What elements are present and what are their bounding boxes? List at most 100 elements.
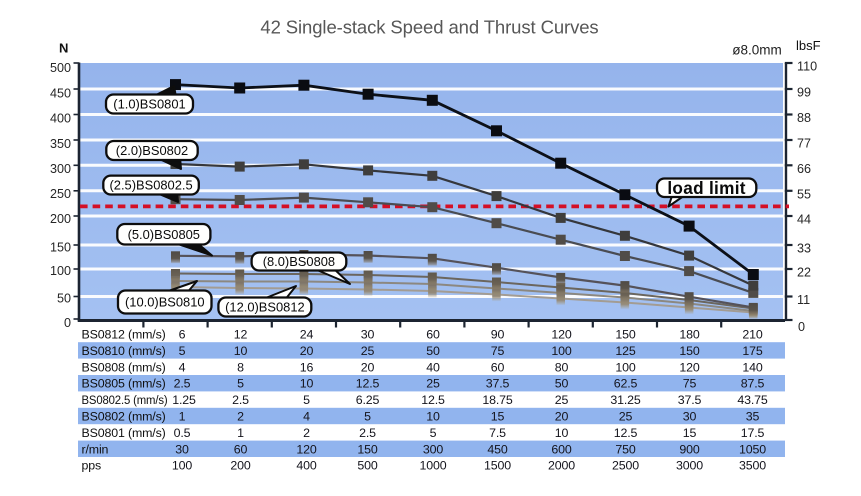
svg-text:BS0812 (mm/s): BS0812 (mm/s)	[82, 328, 166, 342]
svg-text:1500: 1500	[484, 459, 511, 473]
svg-text:110: 110	[797, 60, 817, 74]
svg-text:60: 60	[426, 328, 440, 342]
svg-text:12: 12	[234, 328, 248, 342]
svg-text:120: 120	[296, 442, 316, 456]
svg-text:BS0801 (mm/s): BS0801 (mm/s)	[82, 426, 166, 440]
svg-text:12.5: 12.5	[421, 393, 445, 407]
svg-text:100: 100	[615, 360, 635, 374]
svg-text:1: 1	[237, 426, 244, 440]
svg-text:BS0810 (mm/s): BS0810 (mm/s)	[82, 344, 166, 358]
svg-text:20: 20	[361, 360, 375, 374]
svg-text:40: 40	[426, 360, 440, 374]
svg-text:2: 2	[303, 426, 310, 440]
svg-text:350: 350	[50, 137, 71, 151]
svg-text:62.5: 62.5	[614, 377, 638, 391]
svg-text:55: 55	[797, 187, 811, 201]
svg-text:87.5: 87.5	[741, 377, 765, 391]
svg-text:6: 6	[179, 328, 186, 342]
svg-text:210: 210	[742, 328, 762, 342]
svg-text:r/min: r/min	[82, 442, 109, 456]
svg-text:90: 90	[491, 328, 505, 342]
svg-text:20: 20	[300, 344, 314, 358]
svg-text:450: 450	[487, 442, 507, 456]
svg-text:22: 22	[797, 266, 811, 280]
svg-text:100: 100	[551, 344, 571, 358]
svg-text:10: 10	[234, 344, 248, 358]
svg-text:99: 99	[797, 86, 811, 100]
svg-text:N: N	[59, 41, 68, 56]
svg-text:6.25: 6.25	[356, 393, 380, 407]
svg-text:400: 400	[296, 459, 316, 473]
svg-text:120: 120	[679, 360, 699, 374]
svg-text:450: 450	[50, 87, 71, 101]
svg-text:250: 250	[50, 187, 71, 201]
svg-text:15: 15	[491, 410, 505, 424]
svg-text:25: 25	[426, 377, 440, 391]
svg-text:1: 1	[179, 410, 186, 424]
svg-text:25: 25	[555, 393, 569, 407]
svg-text:5: 5	[179, 344, 186, 358]
svg-text:ø8.0mm: ø8.0mm	[732, 43, 782, 58]
svg-text:2000: 2000	[548, 459, 575, 473]
svg-text:60: 60	[234, 442, 248, 456]
svg-text:4: 4	[179, 360, 186, 374]
svg-text:140: 140	[742, 360, 762, 374]
svg-text:1.25: 1.25	[172, 393, 196, 407]
svg-text:24: 24	[300, 328, 314, 342]
svg-text:(8.0)BS0808: (8.0)BS0808	[263, 254, 335, 269]
svg-text:37.5: 37.5	[486, 377, 510, 391]
svg-text:7.5: 7.5	[489, 426, 506, 440]
svg-text:150: 150	[679, 344, 699, 358]
svg-text:(1.0)BS0801: (1.0)BS0801	[113, 97, 185, 112]
svg-text:25: 25	[361, 344, 375, 358]
svg-text:5: 5	[237, 377, 244, 391]
svg-text:12.5: 12.5	[614, 426, 638, 440]
svg-text:125: 125	[615, 344, 635, 358]
svg-text:42 Single-stack Speed and Thru: 42 Single-stack Speed and Thrust Curves	[260, 17, 598, 38]
svg-text:100: 100	[50, 264, 71, 278]
svg-text:load limit: load limit	[667, 178, 745, 198]
svg-text:16: 16	[300, 360, 314, 374]
svg-text:200: 200	[230, 459, 250, 473]
svg-text:10: 10	[555, 426, 569, 440]
svg-text:0: 0	[798, 320, 805, 334]
svg-text:BS0802 (mm/s): BS0802 (mm/s)	[82, 410, 166, 424]
svg-text:4: 4	[303, 410, 310, 424]
svg-text:500: 500	[357, 459, 377, 473]
svg-text:5: 5	[364, 410, 371, 424]
svg-text:30: 30	[361, 328, 375, 342]
svg-text:80: 80	[555, 360, 569, 374]
svg-text:BS0802.5 (mm/s): BS0802.5 (mm/s)	[82, 393, 168, 407]
svg-text:88: 88	[797, 111, 811, 125]
svg-text:12.5: 12.5	[356, 377, 380, 391]
svg-text:1050: 1050	[739, 442, 766, 456]
svg-text:0: 0	[64, 316, 71, 330]
svg-text:33: 33	[797, 242, 811, 256]
svg-text:(2.5)BS0802.5: (2.5)BS0802.5	[110, 178, 193, 193]
svg-text:100: 100	[172, 459, 192, 473]
svg-text:8: 8	[237, 360, 244, 374]
svg-text:44: 44	[797, 213, 811, 227]
svg-text:60: 60	[491, 360, 505, 374]
svg-text:3000: 3000	[676, 459, 703, 473]
svg-text:pps: pps	[82, 459, 102, 473]
svg-text:10: 10	[426, 410, 440, 424]
svg-text:150: 150	[615, 328, 635, 342]
svg-text:10: 10	[300, 377, 314, 391]
svg-text:900: 900	[679, 442, 699, 456]
svg-text:175: 175	[742, 344, 762, 358]
svg-text:500: 500	[50, 61, 71, 75]
svg-text:2: 2	[237, 410, 244, 424]
svg-text:(5.0)BS0805: (5.0)BS0805	[128, 227, 200, 242]
svg-text:30: 30	[683, 410, 697, 424]
svg-text:200: 200	[50, 212, 71, 226]
svg-text:120: 120	[551, 328, 571, 342]
svg-text:50: 50	[57, 291, 71, 305]
svg-text:180: 180	[679, 328, 699, 342]
svg-text:2.5: 2.5	[359, 426, 376, 440]
svg-text:400: 400	[50, 112, 71, 126]
svg-text:300: 300	[423, 442, 443, 456]
svg-text:20: 20	[555, 410, 569, 424]
svg-text:150: 150	[50, 241, 71, 255]
svg-text:3500: 3500	[739, 459, 766, 473]
